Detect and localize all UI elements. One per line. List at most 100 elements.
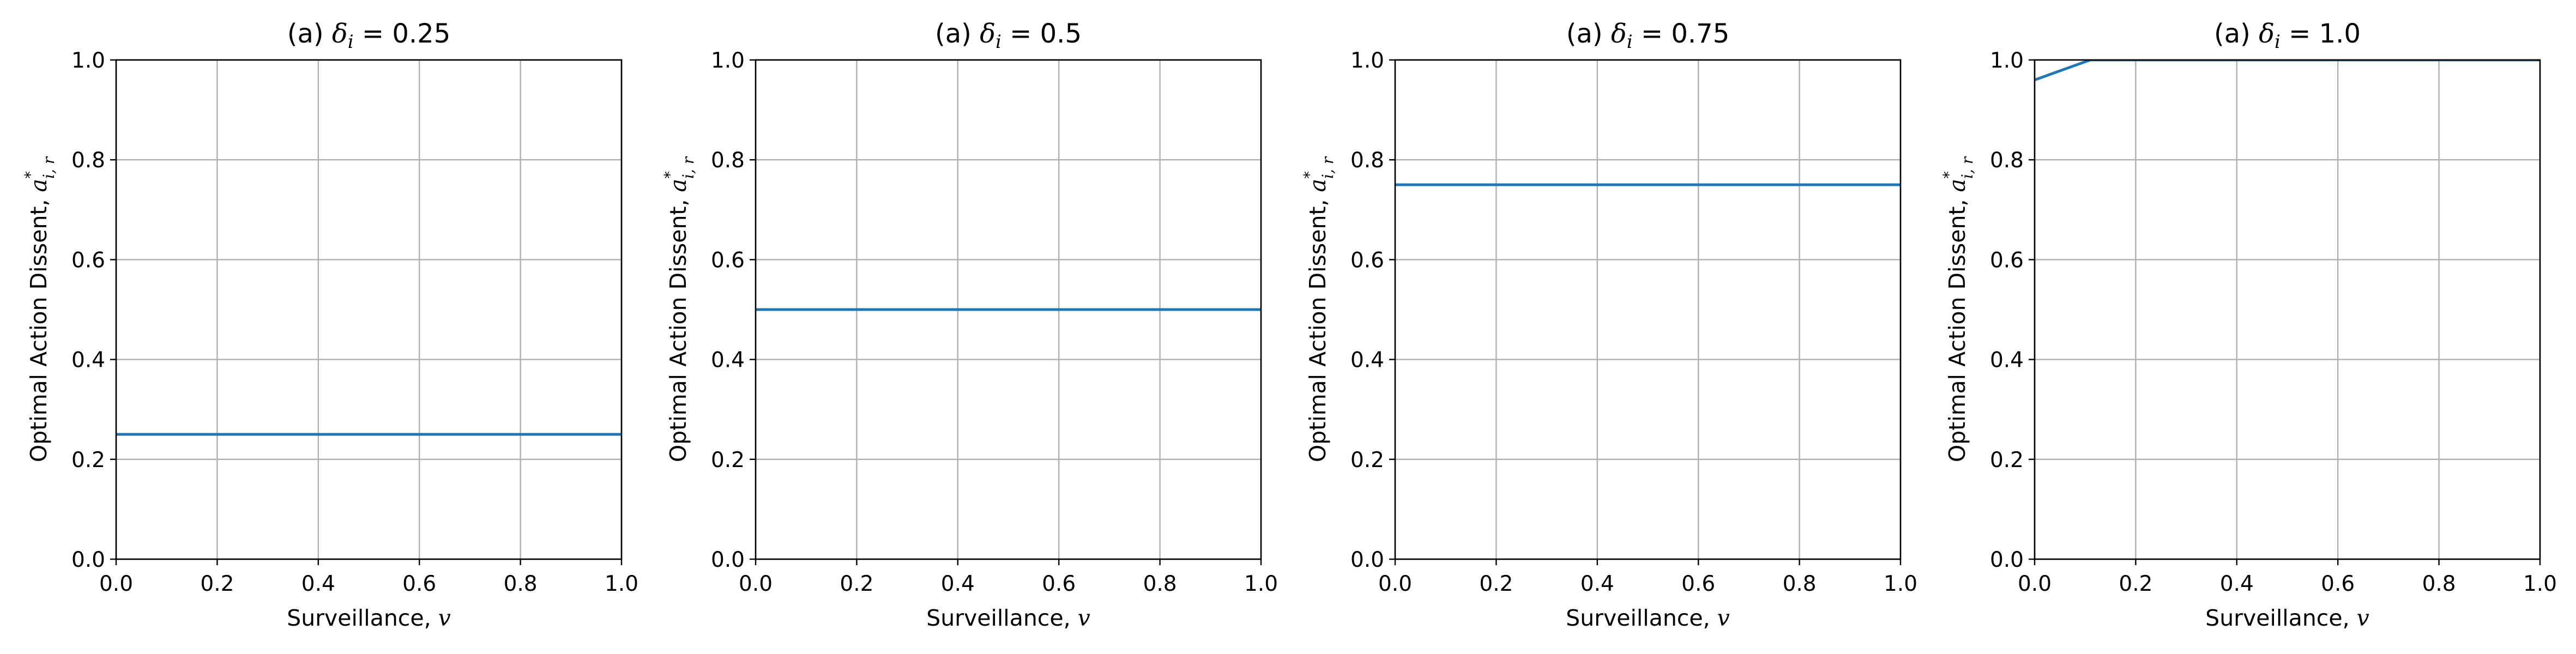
plot-frame (755, 59, 1262, 560)
chart-title-symbol: δ (2259, 19, 2275, 49)
chart-panel-1: 0.0 0.2 0.4 0.6 0.8 1.0 0.0 0.2 0.4 0.6 0.8 1.0 Surv… (21, 19, 638, 631)
y-axis-label-sub: i, r (40, 156, 58, 179)
y-axis-label-sub: i, r (1319, 156, 1337, 179)
x-axis-label-text: Surveillance, (926, 605, 1077, 631)
x-tick-label: 0.8 (1143, 572, 1177, 596)
y-axis-label-sup: * (1300, 171, 1318, 179)
x-axis-label: Surveillance, v (926, 605, 1090, 631)
chart-title: (a) δi = 1.0 (2214, 19, 2361, 53)
y-axis-label-sup: * (1940, 171, 1958, 179)
y-axis-label-var: a (26, 179, 52, 192)
y-tick-label: 0.8 (1990, 148, 2024, 173)
x-axis-label-var: v (1717, 605, 1730, 631)
chart-title-subscript: i (996, 31, 1002, 53)
chart-title-suffix: = 0.25 (354, 19, 451, 49)
x-axis-label-text: Surveillance, (1566, 605, 1717, 631)
y-tick-label: 0.2 (1350, 448, 1384, 473)
chart-title-prefix: (a) (2214, 19, 2259, 49)
y-tick-label: 0.6 (711, 248, 745, 272)
y-tick-label: 0.2 (1990, 448, 2024, 473)
x-tick-label: 1.0 (1884, 572, 1917, 596)
x-tick-label: 0.6 (2321, 572, 2355, 596)
y-tick-label: 0.8 (1350, 148, 1384, 173)
x-tick-label: 0.2 (840, 572, 873, 596)
x-tick-label: 1.0 (1244, 572, 1278, 596)
x-tick-label: 1.0 (2523, 572, 2557, 596)
y-tick-label: 0.6 (1350, 248, 1384, 272)
chart-panel-2: 0.0 0.2 0.4 0.6 0.8 1.0 0.0 0.2 0.4 0.6 0.8 1.0 Surv… (661, 19, 1278, 631)
y-axis-label: Optimal Action Dissent, a*i, r (661, 156, 697, 462)
x-tick-label: 1.0 (605, 572, 638, 596)
x-tick-label: 0.6 (1681, 572, 1715, 596)
x-tick-label: 0.6 (402, 572, 436, 596)
y-tick-label: 0.4 (711, 348, 745, 373)
y-tick-label: 0.8 (711, 148, 745, 173)
y-axis-label-sub: i, r (1958, 156, 1976, 179)
y-axis-label: Optimal Action Dissent, a*i, r (1940, 156, 1976, 462)
chart-title-symbol: δ (332, 19, 348, 49)
x-axis-label: Surveillance, v (1566, 605, 1730, 631)
x-tick-label: 0.2 (2119, 572, 2152, 596)
x-tick-label: 0.8 (504, 572, 538, 596)
plot-frame (115, 59, 623, 560)
x-tick-label: 0.4 (1580, 572, 1614, 596)
x-axis-label-text: Surveillance, (287, 605, 438, 631)
chart-title-subscript: i (348, 31, 354, 53)
y-axis-label-text: Optimal Action Dissent, (26, 192, 52, 462)
x-tick-label: 0.0 (739, 572, 773, 596)
y-tick-label: 1.0 (711, 49, 745, 73)
y-tick-label: 0.4 (1350, 348, 1384, 373)
y-axis-label: Optimal Action Dissent, a*i, r (1300, 156, 1337, 462)
y-axis-label-text: Optimal Action Dissent, (1944, 192, 1970, 462)
y-axis-label-text: Optimal Action Dissent, (665, 192, 691, 462)
y-tick-label: 0.2 (71, 448, 105, 473)
x-tick-label: 0.0 (2018, 572, 2052, 596)
chart-title-prefix: (a) (287, 19, 332, 49)
chart-title-subscript: i (2275, 31, 2281, 53)
y-tick-label: 1.0 (71, 49, 105, 73)
y-tick-label: 0.0 (711, 548, 745, 572)
chart-title-prefix: (a) (935, 19, 980, 49)
x-tick-label: 0.4 (941, 572, 975, 596)
x-tick-label: 0.2 (200, 572, 234, 596)
chart-title-subscript: i (1627, 31, 1633, 53)
y-axis-label: Optimal Action Dissent, a*i, r (21, 156, 58, 462)
y-tick-label: 0.4 (71, 348, 105, 373)
x-tick-label: 0.0 (99, 572, 133, 596)
chart-title-symbol: δ (1611, 19, 1627, 49)
y-tick-label: 0.8 (71, 148, 105, 173)
plot-frame (2034, 59, 2541, 560)
y-tick-label: 0.4 (1990, 348, 2024, 373)
series-line (2035, 60, 2540, 81)
chart-title-symbol: δ (980, 19, 996, 49)
y-axis-label-var: a (1305, 179, 1331, 192)
y-axis-label-var: a (665, 179, 691, 192)
plot-frame (1394, 59, 1902, 560)
y-tick-label: 0.0 (71, 548, 105, 572)
chart-title: (a) δi = 0.75 (1566, 19, 1730, 53)
chart-title-suffix: = 1.0 (2281, 19, 2361, 49)
chart-panel-4: 0.0 0.2 0.4 0.6 0.8 1.0 0.0 0.2 0.4 0.6 0.8 1.0 Surv… (1940, 19, 2557, 631)
x-axis-label-text: Surveillance, (2205, 605, 2356, 631)
y-tick-label: 0.6 (1990, 248, 2024, 272)
y-tick-label: 0.0 (1990, 548, 2024, 572)
x-tick-label: 0.6 (1042, 572, 1076, 596)
chart-title: (a) δi = 0.5 (935, 19, 1082, 53)
y-tick-label: 0.0 (1350, 548, 1384, 572)
x-tick-label: 0.8 (1783, 572, 1817, 596)
x-axis-label-var: v (438, 605, 451, 631)
x-axis-label: Surveillance, v (2205, 605, 2369, 631)
y-axis-label-var: a (1944, 179, 1970, 192)
x-axis-label-var: v (2357, 605, 2369, 631)
y-tick-label: 0.6 (71, 248, 105, 272)
x-axis-label-var: v (1078, 605, 1090, 631)
chart-title-suffix: = 0.5 (1002, 19, 1082, 49)
y-tick-label: 0.2 (711, 448, 745, 473)
x-tick-label: 0.4 (2220, 572, 2254, 596)
y-tick-label: 1.0 (1990, 49, 2024, 73)
x-tick-label: 0.4 (301, 572, 335, 596)
chart-title-prefix: (a) (1566, 19, 1611, 49)
chart-panel-3: 0.0 0.2 0.4 0.6 0.8 1.0 0.0 0.2 0.4 0.6 0.8 1.0 Surv… (1300, 19, 1917, 631)
y-axis-label-sub: i, r (679, 156, 697, 179)
